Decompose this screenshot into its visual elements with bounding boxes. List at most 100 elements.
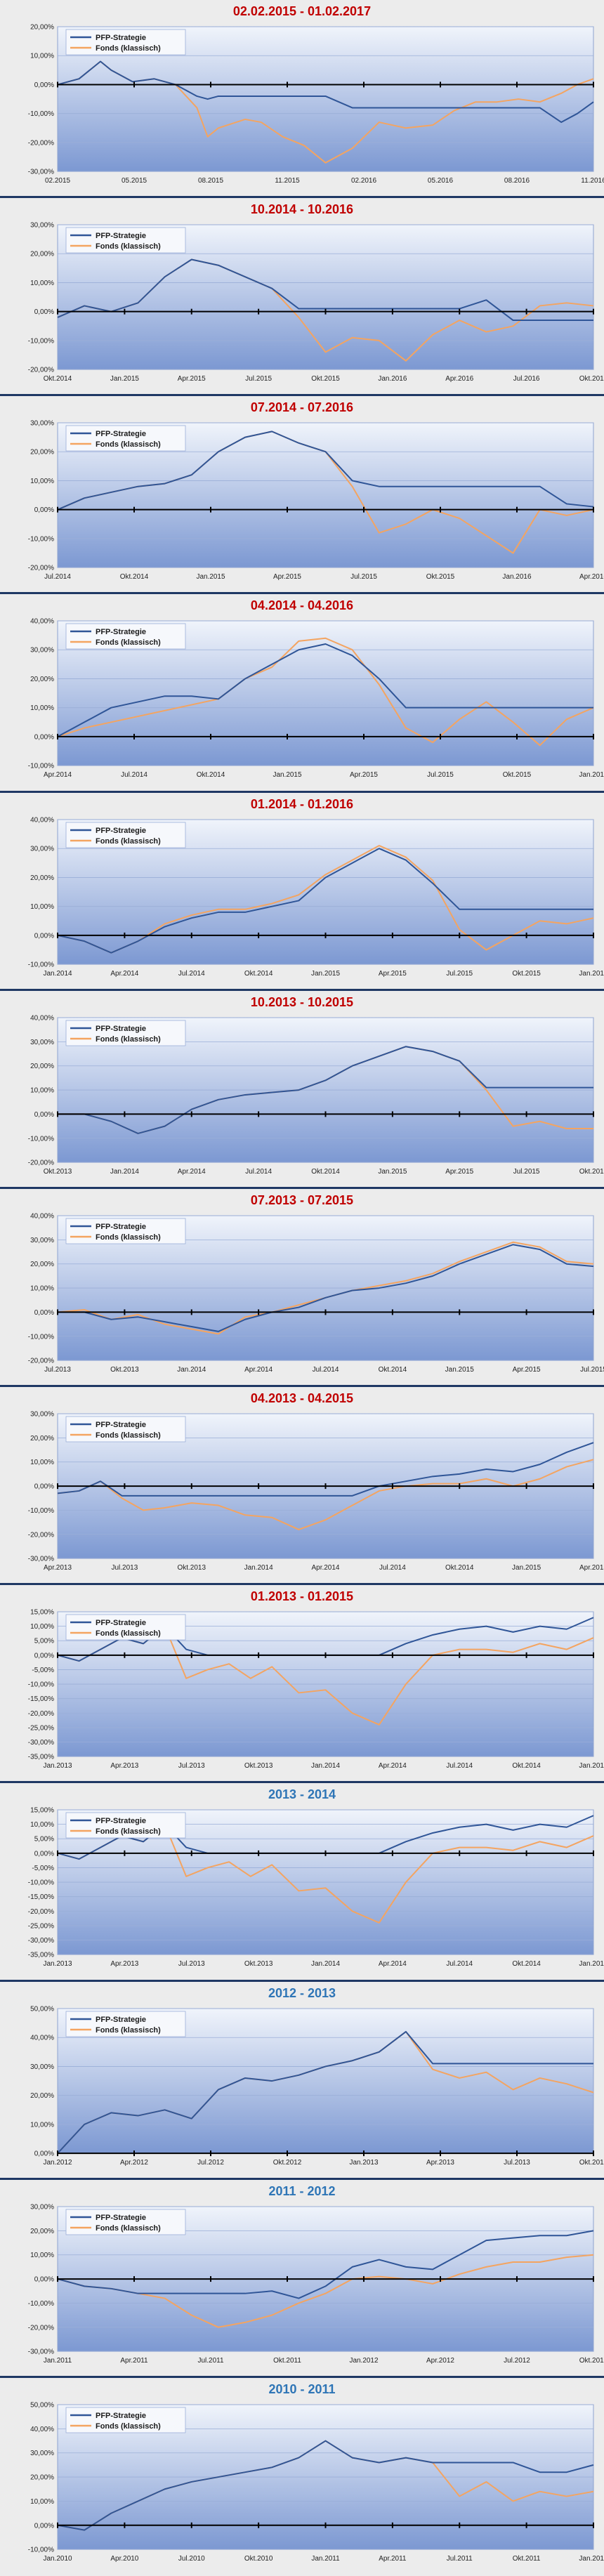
legend-item-fonds-klassisch: Fonds (klassisch)	[96, 242, 161, 251]
y-tick-label: 0,00%	[34, 1851, 54, 1858]
y-tick-label: -35,00%	[28, 1952, 54, 1959]
panel-divider	[0, 394, 604, 397]
y-tick-label: -15,00%	[28, 1894, 54, 1902]
y-tick-label: 30,00%	[30, 222, 54, 230]
legend-item-fonds-klassisch: Fonds (klassisch)	[96, 837, 161, 846]
panel-divider	[0, 2177, 604, 2180]
legend: PFP-Strategie Fonds (klassisch)	[65, 1812, 186, 1839]
x-tick-label: Jul.2015	[245, 375, 272, 383]
y-tick-label: -20,00%	[28, 1159, 54, 1167]
x-tick-label: Okt.2013	[177, 1564, 206, 1572]
y-tick-label: 10,00%	[30, 1623, 54, 1631]
y-tick-label: 10,00%	[30, 1284, 54, 1292]
y-tick-label: 10,00%	[30, 1459, 54, 1466]
y-tick-label: 20,00%	[30, 1261, 54, 1268]
line-chart: 15,00% 10,00% 5,00% 0,00% -5,00% -10,00% -15,0…	[28, 1807, 604, 1969]
chart-title: 10.2014 - 10.2016	[250, 202, 354, 217]
panel-divider	[0, 592, 604, 595]
x-tick-label: Jul.2015	[350, 573, 377, 581]
x-tick-label: Jul.2015	[580, 1366, 604, 1374]
series-line-fonds-klassisch	[57, 1459, 594, 1530]
legend-item-fonds-klassisch: Fonds (klassisch)	[96, 1629, 161, 1638]
chart-panel: 02.02.2015 - 01.02.2017 20,00% 10,00% 0,00%…	[0, 0, 604, 198]
legend-item-fonds-klassisch: Fonds (klassisch)	[96, 1035, 161, 1044]
series-line-fonds-klassisch	[57, 638, 594, 747]
y-tick-label: -25,00%	[28, 1923, 54, 1931]
x-tick-label: Okt.2014	[379, 1366, 407, 1374]
y-tick-label: 0,00%	[34, 81, 54, 89]
x-tick-label: Jan.2012	[579, 2555, 604, 2563]
legend-item-fonds-klassisch: Fonds (klassisch)	[96, 2026, 161, 2035]
legend-item-pfp-strategie: PFP-Strategie	[96, 232, 146, 240]
x-tick-label: Okt.2014	[311, 1168, 340, 1176]
y-tick-label: 20,00%	[30, 449, 54, 456]
x-tick-label: Apr.2014	[312, 1564, 340, 1572]
x-tick-label: Jul.2014	[44, 573, 71, 581]
legend-item-pfp-strategie: PFP-Strategie	[96, 1421, 146, 1429]
y-tick-label: 10,00%	[30, 2252, 54, 2259]
y-tick-label: 0,00%	[34, 2150, 54, 2157]
x-tick-label: Apr.2010	[110, 2555, 138, 2563]
legend-item-pfp-strategie: PFP-Strategie	[96, 1817, 146, 1825]
x-tick-label: Jul.2013	[178, 1762, 205, 1770]
legend: PFP-Strategie Fonds (klassisch)	[65, 1020, 186, 1046]
x-tick-label: Jul.2013	[504, 2159, 530, 2167]
x-tick-label: Jan.2013	[43, 1961, 72, 1969]
y-tick-label: 0,00%	[34, 1309, 54, 1317]
legend-item-pfp-strategie: PFP-Strategie	[96, 1223, 146, 1231]
chart-panel: 2011 - 2012 30,00% 20,00% 10,00% 0,00% -10,00…	[0, 2177, 604, 2378]
legend: PFP-Strategie Fonds (klassisch)	[65, 425, 186, 452]
x-tick-label: Jul.2015	[513, 1168, 540, 1176]
legend-item-pfp-strategie: PFP-Strategie	[96, 430, 146, 438]
y-tick-label: 10,00%	[30, 280, 54, 287]
x-tick-label: Jan.2015	[512, 1564, 541, 1572]
chart-panel: 01.2014 - 01.2016 40,00% 30,00% 20,00% 10,00…	[0, 790, 604, 991]
x-tick-label: Jul.2014	[313, 1366, 339, 1374]
y-tick-label: 0,00%	[34, 1652, 54, 1660]
chart-title: 07.2014 - 07.2016	[250, 400, 354, 415]
chart-title: 04.2014 - 04.2016	[250, 598, 354, 613]
x-tick-label: Jul.2014	[379, 1564, 406, 1572]
y-tick-label: 20,00%	[30, 1063, 54, 1070]
y-tick-label: 30,00%	[30, 1039, 54, 1046]
y-tick-label: 10,00%	[30, 478, 54, 485]
x-tick-label: Jul.2014	[245, 1168, 272, 1176]
x-tick-label: Okt.2014	[512, 1961, 541, 1969]
x-tick-label: Okt.2014	[244, 970, 273, 978]
y-tick-label: 30,00%	[30, 647, 54, 655]
y-tick-label: 40,00%	[30, 1014, 54, 1022]
y-tick-label: 0,00%	[34, 506, 54, 514]
legend: PFP-Strategie Fonds (klassisch)	[65, 2407, 186, 2433]
x-tick-label: Okt.2013	[244, 1961, 273, 1969]
x-tick-label: Jul.2012	[197, 2159, 224, 2167]
y-tick-label: 10,00%	[30, 705, 54, 713]
x-tick-label: Jan.2012	[349, 2357, 379, 2365]
legend-item-pfp-strategie: PFP-Strategie	[96, 1619, 146, 1627]
x-tick-label: Apr.2013	[110, 1961, 138, 1969]
x-tick-label: Apr.2014	[178, 1168, 206, 1176]
x-tick-label: 11.2016	[581, 177, 604, 185]
y-tick-label: 0,00%	[34, 308, 54, 316]
y-tick-label: 30,00%	[30, 420, 54, 428]
y-tick-label: -10,00%	[28, 110, 54, 118]
chart-title: 2011 - 2012	[268, 2183, 336, 2198]
chart-panel: 10.2014 - 10.2016 30,00% 20,00% 10,00% 0,00%…	[0, 196, 604, 396]
legend-item-pfp-strategie: PFP-Strategie	[96, 1025, 146, 1033]
x-tick-label: Okt.2011	[513, 2555, 541, 2563]
x-tick-label: Apr.2013	[110, 1762, 138, 1770]
x-tick-label: 08.2015	[198, 177, 224, 185]
x-tick-label: Okt.2014	[197, 772, 225, 780]
y-tick-label: 0,00%	[34, 932, 54, 940]
x-tick-label: 11.2015	[275, 177, 300, 185]
x-tick-label: Okt.2014	[512, 1762, 541, 1770]
x-tick-label: Jan.2014	[244, 1564, 274, 1572]
y-tick-label: 40,00%	[30, 816, 54, 824]
x-tick-label: Okt.2014	[44, 375, 72, 383]
x-tick-label: Okt.2013	[110, 1366, 139, 1374]
x-tick-label: Jan.2013	[349, 2159, 379, 2167]
x-tick-label: Jan.2013	[43, 1762, 72, 1770]
y-tick-label: 10,00%	[30, 53, 54, 60]
x-tick-label: Jan.2015	[273, 772, 302, 780]
legend-item-pfp-strategie: PFP-Strategie	[96, 2016, 146, 2024]
y-tick-label: -30,00%	[28, 1556, 54, 1563]
